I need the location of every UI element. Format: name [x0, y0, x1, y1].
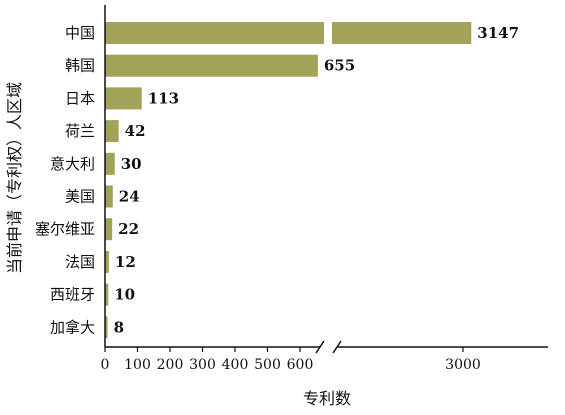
category-label: 意大利: [50, 155, 95, 173]
value-label: 24: [119, 188, 140, 206]
value-label: 3147: [477, 24, 519, 42]
x-axis-title: 专利数: [303, 389, 351, 408]
category-label: 法国: [65, 253, 95, 271]
category-label: 荷兰: [65, 122, 95, 140]
value-label: 10: [114, 286, 135, 304]
bar: [105, 54, 318, 77]
x-tick-label: 300: [189, 357, 216, 373]
x-tick-label: 0: [101, 357, 110, 373]
value-label: 12: [115, 253, 136, 271]
category-label: 西班牙: [50, 286, 95, 304]
value-label: 30: [121, 155, 142, 173]
x-tick-label: 100: [124, 357, 151, 373]
category-label: 美国: [65, 188, 95, 206]
category-label: 中国: [65, 24, 95, 42]
category-label: 日本: [65, 89, 95, 107]
bar: [105, 22, 324, 44]
x-tick-label: 500: [254, 357, 281, 373]
category-label: 塞尔维亚: [35, 220, 95, 238]
x-tick-label: 400: [222, 357, 249, 373]
axes-group: [104, 5, 548, 354]
axis-break-mark: [315, 340, 325, 354]
bars-group: [105, 22, 472, 339]
bar: [105, 87, 142, 110]
bar: [105, 120, 119, 143]
x-tick-label: 200: [157, 357, 184, 373]
x-tick-label: 3000: [445, 357, 481, 373]
bar: [105, 218, 113, 241]
x-tick-label: 600: [287, 357, 314, 373]
bar: [105, 283, 109, 306]
value-label: 113: [148, 89, 179, 107]
bar: [105, 250, 109, 273]
bar: [105, 316, 108, 339]
x-ticks: 0 100 200 300 400 500 600 3000: [101, 347, 481, 373]
value-label: 42: [125, 122, 146, 140]
bar: [332, 22, 472, 44]
axis-break-mark: [332, 340, 342, 354]
category-label: 加拿大: [50, 318, 95, 336]
y-axis-title: 当前申请（专利权）人区域: [5, 82, 24, 274]
bar: [105, 152, 115, 175]
bar: [105, 185, 113, 208]
value-label: 8: [114, 318, 124, 336]
value-label: 655: [324, 57, 355, 75]
value-label: 22: [118, 220, 139, 238]
category-label: 韩国: [65, 57, 95, 75]
